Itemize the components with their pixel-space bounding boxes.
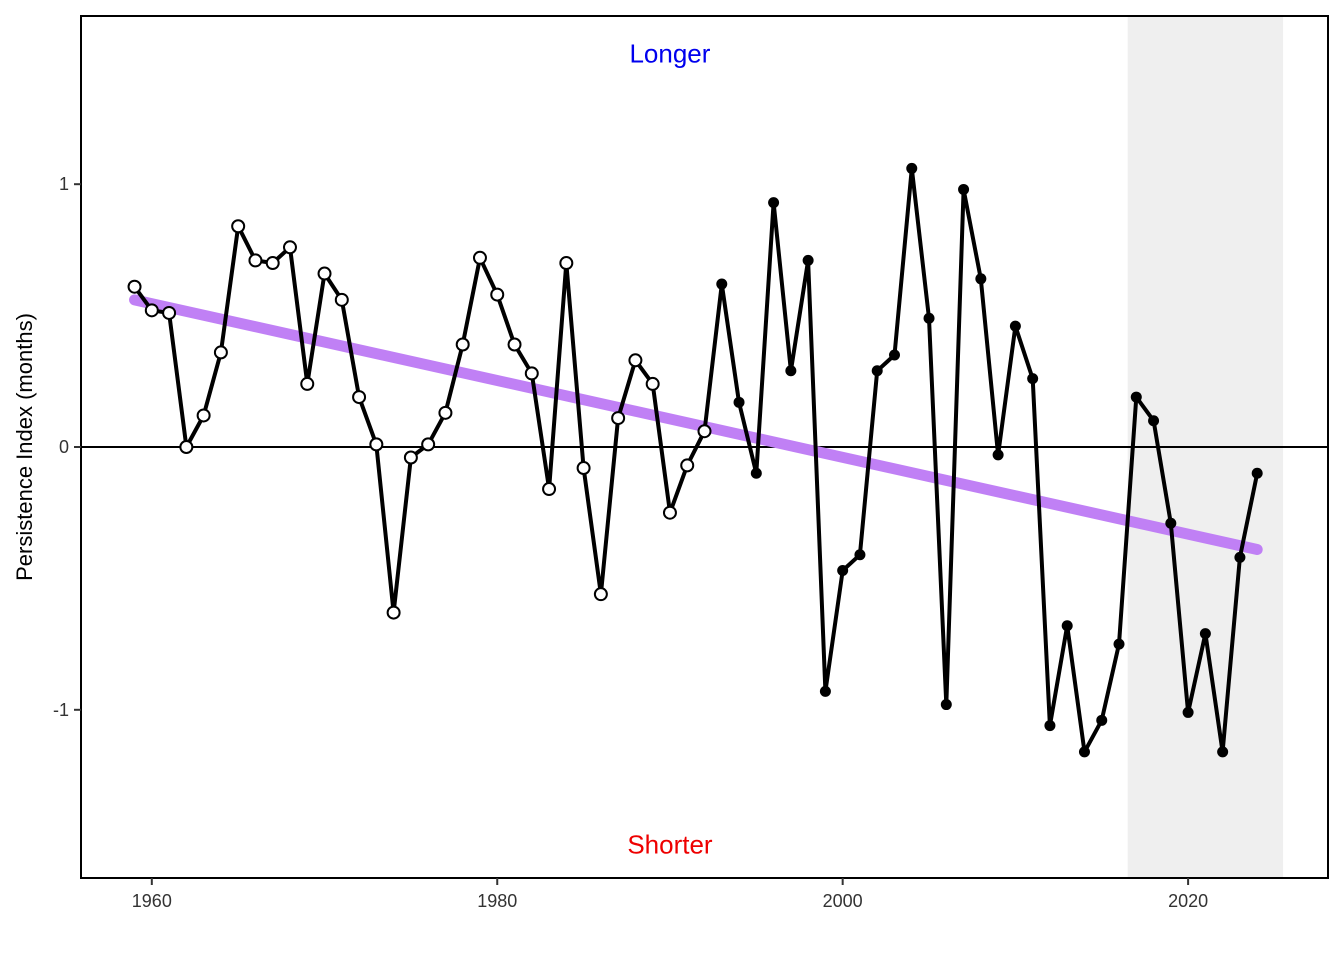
data-point-2020 xyxy=(1182,706,1194,718)
data-point-1997 xyxy=(785,365,797,377)
data-point-1989 xyxy=(645,376,660,391)
data-point-1975 xyxy=(403,450,418,465)
data-point-1960 xyxy=(144,303,159,318)
data-point-1962 xyxy=(179,440,194,454)
data-point-2002 xyxy=(871,365,883,377)
annotation-shorter: Shorter xyxy=(627,829,713,859)
data-point-2024 xyxy=(1251,467,1263,479)
plot-area: Longer Shorter 1960 1980 2000 2020 -1 0 1 xyxy=(53,15,1329,911)
data-point-1969 xyxy=(300,376,315,391)
data-point-2019 xyxy=(1165,517,1177,529)
data-point-1987 xyxy=(611,411,626,426)
data-point-1977 xyxy=(438,405,453,420)
data-point-1983 xyxy=(542,482,557,497)
data-point-1985 xyxy=(576,461,591,476)
data-point-1991 xyxy=(680,458,695,473)
data-point-2006 xyxy=(940,699,952,711)
data-point-1988 xyxy=(628,353,643,368)
data-point-2004 xyxy=(906,162,918,174)
series-line xyxy=(132,166,1260,754)
data-point-2021 xyxy=(1199,628,1211,640)
x-tick-label-1980: 1980 xyxy=(477,891,517,911)
data-point-1984 xyxy=(559,256,574,271)
data-point-2007 xyxy=(958,183,970,195)
data-point-1973 xyxy=(369,437,384,452)
data-point-1974 xyxy=(386,605,401,620)
data-point-1963 xyxy=(196,408,211,423)
data-point-1999 xyxy=(819,685,831,697)
data-point-2022 xyxy=(1217,746,1229,758)
data-point-1976 xyxy=(421,437,436,452)
data-point-1967 xyxy=(265,256,280,271)
data-point-2023 xyxy=(1234,551,1246,563)
x-tick-label-1960: 1960 xyxy=(132,891,172,911)
data-point-1992 xyxy=(697,424,712,439)
data-point-1965 xyxy=(231,219,246,234)
y-axis-title: Persistence Index (months) xyxy=(12,313,37,581)
data-point-1998 xyxy=(802,254,814,266)
data-point-1986 xyxy=(593,587,608,602)
data-point-1961 xyxy=(162,305,177,320)
data-point-1970 xyxy=(317,266,332,281)
data-point-1990 xyxy=(662,505,677,520)
data-point-2018 xyxy=(1148,415,1160,427)
y-tick-label--1: -1 xyxy=(53,700,69,720)
data-point-1995 xyxy=(750,467,762,479)
data-point-2015 xyxy=(1096,714,1108,726)
x-tick-label-2000: 2000 xyxy=(823,891,863,911)
data-point-2000 xyxy=(837,565,849,577)
data-point-1971 xyxy=(334,292,349,307)
data-point-2016 xyxy=(1113,638,1125,650)
trend-line xyxy=(129,294,1263,555)
data-point-1996 xyxy=(768,197,780,209)
data-point-1964 xyxy=(213,345,228,360)
data-point-1981 xyxy=(507,337,522,352)
data-point-2013 xyxy=(1061,620,1073,632)
data-point-1978 xyxy=(455,337,470,352)
data-point-2003 xyxy=(888,349,900,361)
data-point-2017 xyxy=(1130,391,1142,403)
annotation-longer: Longer xyxy=(629,38,710,68)
data-point-1993 xyxy=(716,278,728,290)
data-point-1966 xyxy=(248,253,263,268)
data-point-2005 xyxy=(923,312,935,324)
data-point-2012 xyxy=(1044,720,1056,732)
data-point-1982 xyxy=(524,366,539,381)
data-point-2009 xyxy=(992,449,1004,461)
data-point-1959 xyxy=(127,279,142,294)
x-tick-label-2020: 2020 xyxy=(1168,891,1208,911)
data-point-2008 xyxy=(975,273,987,285)
data-point-1979 xyxy=(472,250,487,265)
data-point-1968 xyxy=(282,240,297,255)
data-point-1972 xyxy=(352,390,367,405)
data-point-1994 xyxy=(733,396,745,408)
data-point-1980 xyxy=(490,287,505,302)
data-point-2001 xyxy=(854,549,866,561)
y-tick-label-0: 0 xyxy=(59,437,69,457)
data-point-2010 xyxy=(1009,320,1021,332)
data-point-2014 xyxy=(1078,746,1090,758)
data-point-2011 xyxy=(1027,373,1039,385)
y-tick-label-1: 1 xyxy=(59,174,69,194)
